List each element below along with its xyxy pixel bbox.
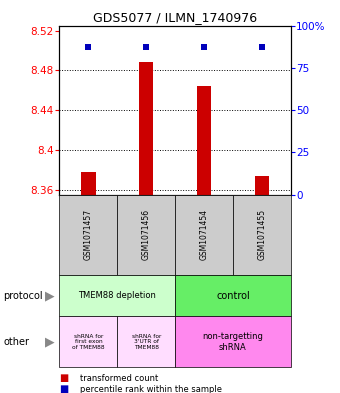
Bar (255, 176, 269, 195)
Text: non-targetting
shRNA: non-targetting shRNA (202, 332, 264, 352)
Text: control: control (216, 291, 250, 301)
Text: ■: ■ (59, 373, 69, 383)
Text: GSM1071456: GSM1071456 (142, 209, 151, 261)
Text: shRNA for
3'UTR of
TMEM88: shRNA for 3'UTR of TMEM88 (132, 334, 161, 350)
Text: ▶: ▶ (45, 289, 54, 302)
Text: shRNA for
first exon
of TMEM88: shRNA for first exon of TMEM88 (72, 334, 105, 350)
Text: transformed count: transformed count (80, 374, 158, 382)
Bar (139, 62, 153, 195)
Bar (197, 86, 211, 195)
Text: ▶: ▶ (45, 335, 54, 349)
Text: ■: ■ (59, 384, 69, 393)
Text: TMEM88 depletion: TMEM88 depletion (78, 291, 156, 300)
Title: GDS5077 / ILMN_1740976: GDS5077 / ILMN_1740976 (93, 11, 257, 24)
Bar (81, 172, 96, 195)
Text: GSM1071457: GSM1071457 (84, 209, 93, 261)
Text: other: other (3, 337, 29, 347)
Text: percentile rank within the sample: percentile rank within the sample (80, 385, 222, 393)
Text: GSM1071454: GSM1071454 (200, 209, 208, 261)
Text: protocol: protocol (3, 291, 43, 301)
Text: GSM1071455: GSM1071455 (257, 209, 266, 261)
